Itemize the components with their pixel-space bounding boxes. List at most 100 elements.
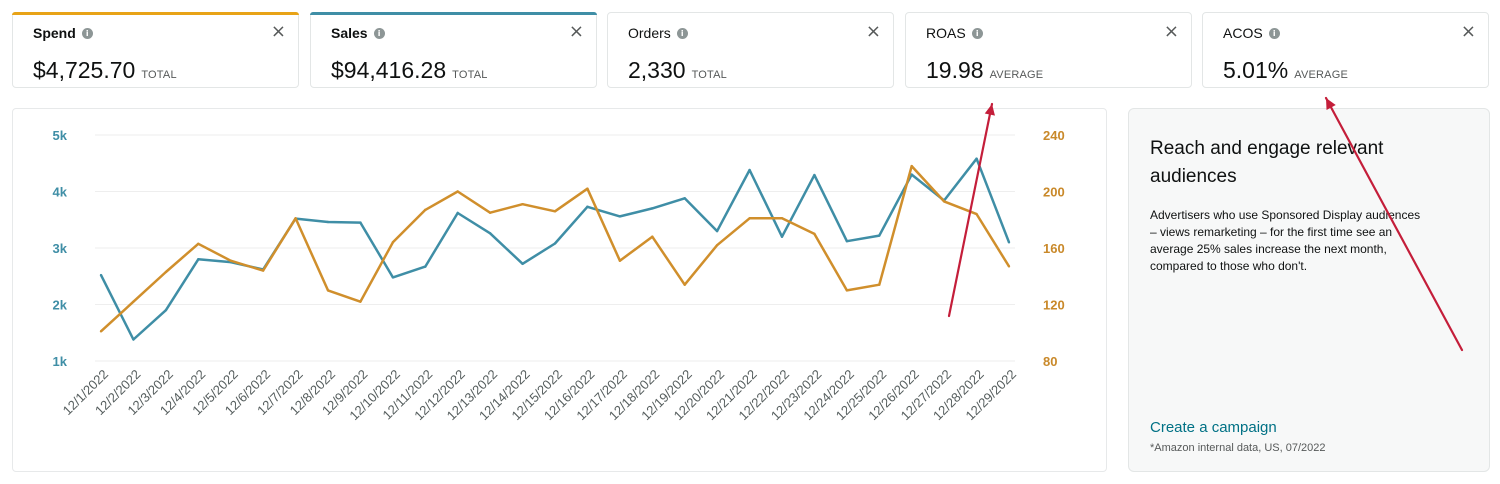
info-icon[interactable]: i	[1268, 27, 1280, 39]
data-point-spend	[391, 241, 395, 244]
promo-title: Reach and engage relevant audiences	[1150, 138, 1384, 187]
metric-label-text: Spend	[33, 25, 76, 41]
data-point-sales	[488, 232, 492, 235]
data-point-spend	[910, 164, 913, 168]
metric-value-row: 5.01% AVERAGE	[1223, 57, 1348, 84]
metric-label-text: ACOS	[1223, 25, 1263, 41]
promo-footnote: *Amazon internal data, US, 07/2022	[1150, 442, 1326, 454]
data-point-spend	[99, 330, 103, 333]
metric-card-orders[interactable]: Orders i × 2,330 TOTAL	[607, 12, 894, 88]
data-point-sales	[715, 229, 719, 233]
metric-label: Spend i	[33, 25, 93, 41]
data-point-sales	[99, 273, 103, 277]
data-point-sales	[910, 173, 913, 176]
data-point-spend	[942, 200, 946, 203]
data-point-spend	[424, 208, 427, 212]
right-axis-tick: 240	[1043, 128, 1065, 143]
data-point-sales	[975, 157, 978, 160]
left-axis-tick: 5k	[53, 128, 68, 143]
data-point-spend	[975, 212, 978, 216]
promo-body: Advertisers who use Sponsored Display au…	[1150, 208, 1421, 273]
metric-value: 19.98	[926, 57, 984, 83]
data-point-sales	[553, 242, 557, 245]
data-point-sales	[164, 308, 168, 312]
metric-value-row: $4,725.70 TOTAL	[33, 57, 177, 84]
data-point-sales	[326, 220, 330, 224]
data-point-sales	[651, 207, 654, 210]
info-icon[interactable]: i	[676, 27, 688, 39]
data-point-sales	[456, 211, 459, 215]
info-icon[interactable]: i	[81, 27, 93, 39]
close-icon[interactable]: ×	[1460, 21, 1476, 42]
data-point-spend	[359, 300, 362, 303]
metric-value-row: 2,330 TOTAL	[628, 57, 727, 84]
close-icon[interactable]: ×	[270, 21, 286, 42]
data-point-spend	[132, 300, 135, 303]
info-icon[interactable]: i	[373, 27, 385, 39]
data-point-spend	[294, 217, 297, 220]
left-axis-tick: 3k	[53, 241, 68, 256]
data-point-spend	[261, 269, 265, 272]
data-point-spend	[229, 259, 232, 262]
metric-label: ROAS i	[926, 25, 983, 41]
metric-label-text: ROAS	[926, 25, 966, 41]
metric-card-sales[interactable]: Sales i × $94,416.28 TOTAL	[310, 12, 597, 88]
data-point-spend	[683, 283, 686, 286]
data-point-sales	[878, 234, 881, 237]
data-point-sales	[683, 197, 686, 200]
data-point-sales	[586, 205, 589, 208]
close-icon[interactable]: ×	[865, 21, 881, 42]
left-axis-tick: 1k	[53, 354, 68, 369]
data-point-sales	[424, 265, 427, 268]
metric-value: 5.01%	[1223, 57, 1289, 83]
metric-suffix: TOTAL	[452, 69, 488, 81]
metric-value: $4,725.70	[33, 57, 136, 83]
metric-color-bar	[310, 12, 597, 15]
data-point-sales	[132, 338, 135, 341]
metric-card-roas[interactable]: ROAS i × 19.98 AVERAGE	[905, 12, 1192, 88]
metric-label: Orders i	[628, 25, 688, 41]
data-point-sales	[391, 276, 395, 279]
right-axis-tick: 80	[1043, 354, 1057, 369]
close-icon[interactable]: ×	[568, 21, 584, 42]
metric-value: $94,416.28	[331, 57, 447, 83]
series-line-spend	[100, 164, 1011, 333]
data-point-sales	[197, 258, 200, 261]
metric-card-acos[interactable]: ACOS i × 5.01% AVERAGE	[1202, 12, 1489, 88]
line-chart: 1k2k3k4k5k8012016020024012/1/202212/2/20…	[53, 128, 1065, 423]
right-axis-tick: 200	[1043, 185, 1065, 200]
data-point-spend	[553, 210, 557, 213]
data-point-sales	[521, 262, 524, 266]
data-point-spend	[651, 235, 654, 238]
metric-suffix: AVERAGE	[1294, 69, 1348, 81]
right-axis-tick: 120	[1043, 298, 1065, 313]
data-point-spend	[748, 217, 751, 220]
info-icon[interactable]: i	[971, 27, 983, 39]
data-point-spend	[715, 243, 719, 247]
series-line-sales	[99, 157, 1011, 341]
close-icon[interactable]: ×	[1163, 21, 1179, 42]
data-point-sales	[618, 215, 622, 218]
create-campaign-link[interactable]: Create a campaign	[1150, 419, 1277, 436]
data-point-spend	[164, 270, 168, 274]
data-point-spend	[521, 203, 524, 206]
metric-value: 2,330	[628, 57, 686, 83]
data-point-sales	[359, 221, 362, 224]
chart-panel: 1k 2k 3k 4k 5k 80 120 160 200 240 12/1/2022 12/2/20…	[12, 108, 1107, 472]
metric-label-text: Sales	[331, 25, 368, 41]
data-point-spend	[845, 289, 849, 292]
metric-suffix: AVERAGE	[989, 69, 1044, 81]
data-point-sales	[748, 168, 751, 172]
metric-suffix: TOTAL	[141, 69, 177, 81]
metric-card-spend[interactable]: Spend i × $4,725.70 TOTAL	[12, 12, 299, 88]
metric-label: Sales i	[331, 25, 385, 41]
metric-suffix: TOTAL	[691, 69, 727, 81]
data-point-spend	[618, 259, 622, 262]
metric-label: ACOS i	[1223, 25, 1280, 41]
data-point-spend	[813, 232, 816, 236]
metric-label-text: Orders	[628, 25, 671, 41]
promo-panel: Reach and engage relevant audiences Adve…	[1128, 108, 1490, 472]
data-point-spend	[780, 217, 784, 220]
data-point-spend	[488, 211, 492, 214]
data-point-sales	[845, 240, 849, 243]
